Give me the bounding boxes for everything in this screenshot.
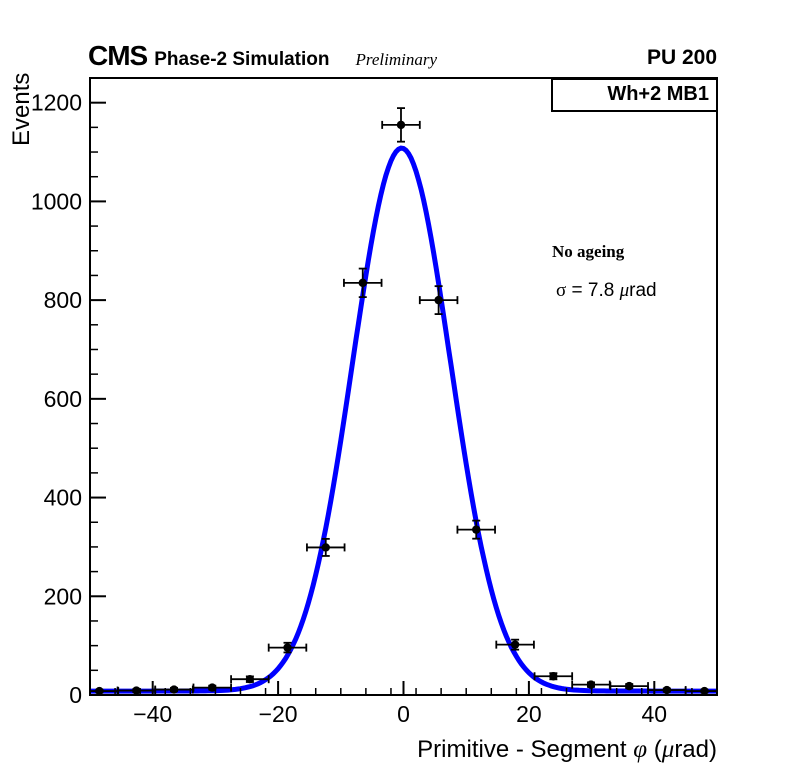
y-tick-label: 1000: [31, 188, 82, 214]
simulation-subtitle: Phase-2 Simulation: [154, 49, 330, 70]
pileup-label: PU 200: [646, 46, 717, 69]
data-marker: [358, 278, 367, 288]
x-title-unit: rad): [674, 736, 717, 763]
data-point: [456, 519, 496, 540]
y-tick-label: 0: [69, 682, 82, 708]
data-point: [343, 267, 383, 299]
phi-symbol: φ: [633, 736, 648, 763]
data-marker: [132, 686, 141, 695]
data-marker: [472, 525, 481, 534]
sigma-annotation: σ = 7.8 μrad: [556, 280, 657, 302]
data-marker: [700, 686, 709, 695]
data-point: [116, 686, 157, 695]
x-tick-label: 0: [397, 701, 410, 727]
data-point: [571, 680, 611, 689]
data-marker: [208, 683, 217, 692]
y-tick-label: 800: [44, 287, 82, 313]
data-marker: [549, 672, 558, 681]
x-title-text: Primitive - Segment: [417, 736, 634, 763]
data-point: [230, 675, 270, 684]
sigma-unit-rest: rad: [629, 280, 657, 301]
sigma-value: = 7.8: [566, 280, 620, 301]
data-point: [267, 641, 308, 654]
y-tick-label: 600: [44, 386, 82, 412]
x-tick-label: 40: [642, 701, 668, 727]
data-marker: [283, 643, 292, 652]
plot-frame: [89, 77, 718, 696]
histogram-title: Wh+2 MB1: [607, 83, 709, 105]
data-marker: [95, 686, 104, 695]
data-point: [533, 672, 574, 681]
data-point: [192, 683, 232, 692]
data-point: [418, 285, 459, 315]
y-tick-label: 1200: [31, 90, 82, 116]
y-tick-label: 200: [44, 583, 82, 609]
sigma-symbol: σ: [556, 280, 567, 301]
data-marker: [321, 543, 330, 552]
data-point: [306, 537, 346, 557]
preliminary-label: Preliminary: [355, 50, 438, 69]
x-title-paren: (: [647, 736, 662, 763]
data-point: [495, 638, 535, 651]
data-marker: [625, 681, 634, 691]
cms-logo-text: CMS: [88, 40, 148, 71]
data-marker: [169, 685, 179, 694]
data-point: [381, 107, 421, 143]
histogram-title-box: Wh+2 MB1: [551, 78, 718, 112]
data-marker: [245, 675, 255, 684]
data-marker: [434, 295, 443, 305]
data-points-group: [90, 107, 717, 695]
mu-symbol: μ: [661, 736, 675, 763]
plot-header: CMS Phase-2 Simulation Preliminary: [88, 40, 437, 72]
x-axis-title: Primitive - Segment φ (μrad): [417, 736, 717, 764]
gaussian-fit-curve: [90, 145, 717, 694]
data-marker: [396, 120, 406, 130]
ageing-annotation: No ageing: [552, 242, 625, 261]
x-tick-label: −40: [133, 701, 172, 727]
sigma-unit-mu: μ: [619, 280, 630, 301]
y-tick-label: 400: [44, 485, 82, 511]
data-marker: [510, 640, 520, 649]
x-tick-label: −20: [259, 701, 298, 727]
data-point: [90, 686, 120, 695]
x-tick-label: 20: [516, 701, 542, 727]
data-marker: [586, 680, 596, 689]
y-axis-title: Events: [8, 72, 35, 146]
